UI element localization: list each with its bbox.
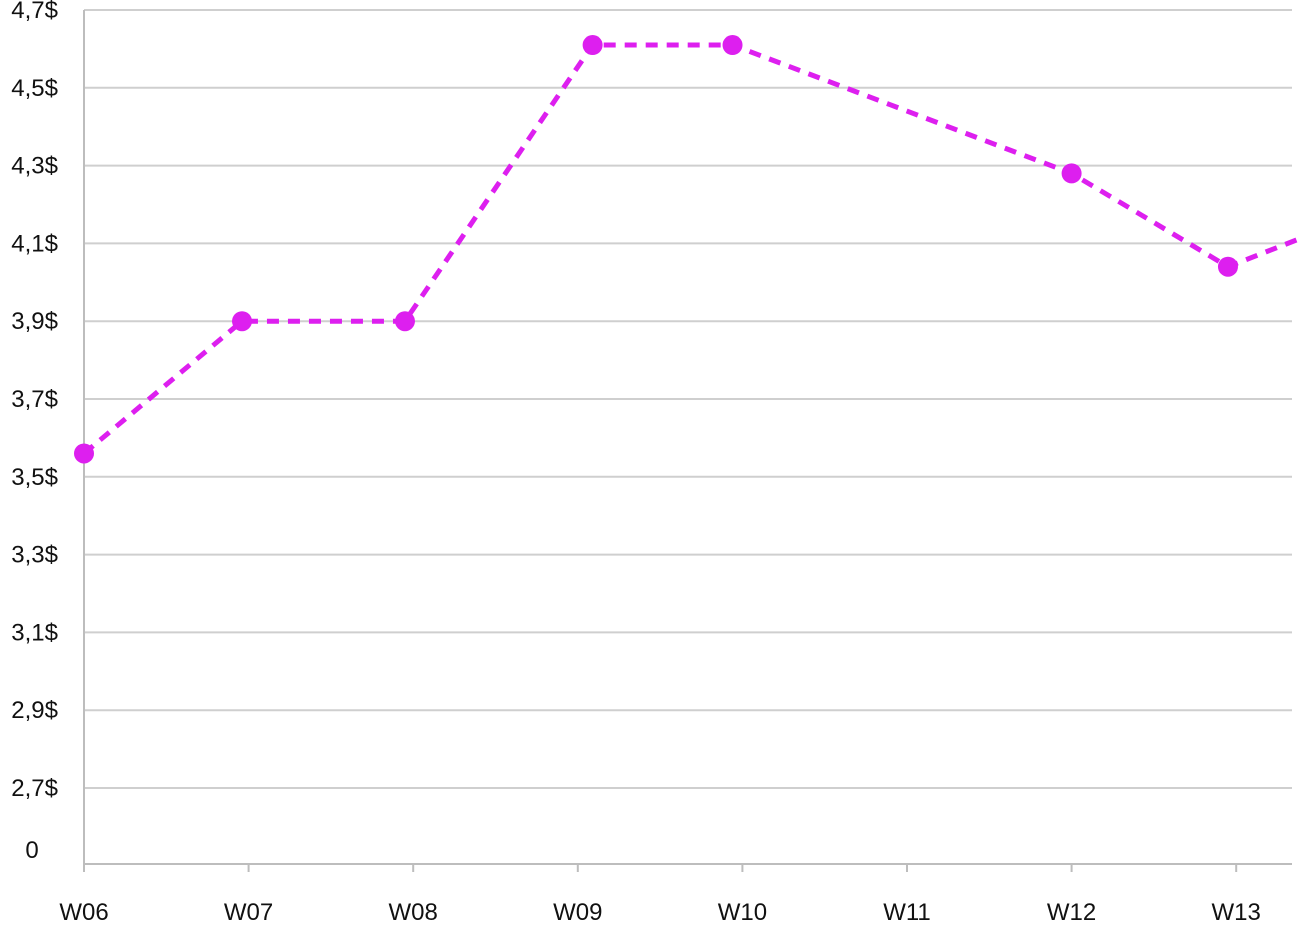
y-tick-label: 4,7$ (11, 0, 58, 24)
x-tick-label: W07 (224, 899, 273, 926)
x-axis-ticks: W06 W07 W08 W09 W10 W11 W12 W13 (59, 864, 1261, 926)
y-axis-ticks: 2,7$ 2,9$ 3,1$ 3,3$ 3,5$ 3,7$ 3,9$ 4,1$ 4,3$ 4,5$… (11, 0, 58, 864)
y-tick-label: 3,5$ (11, 464, 58, 491)
y-tick-label-zero: 0 (25, 837, 38, 864)
y-tick-label: 4,1$ (11, 230, 58, 257)
data-point (1061, 163, 1082, 184)
data-point (582, 35, 603, 56)
series-line (82, 42, 1300, 456)
data-point (722, 35, 743, 56)
y-tick-label: 3,7$ (11, 386, 58, 413)
data-point (394, 311, 415, 332)
data-point (74, 443, 94, 464)
y-tick-label: 3,9$ (11, 308, 58, 335)
data-point (1217, 256, 1238, 277)
y-tick-label: 4,5$ (11, 75, 58, 102)
y-tick-label: 2,9$ (11, 697, 58, 724)
series-group (74, 35, 1300, 464)
x-tick-label: W11 (883, 899, 931, 926)
y-tick-label: 2,7$ (11, 775, 58, 802)
y-tick-label: 3,3$ (11, 542, 58, 569)
y-tick-label: 3,1$ (11, 619, 58, 646)
gridlines (84, 9, 1292, 789)
y-tick-label: 4,3$ (11, 153, 58, 180)
x-tick-label: W13 (1212, 899, 1261, 926)
axes (83, 10, 1292, 865)
x-tick-label: W08 (389, 899, 438, 926)
x-tick-label: W09 (553, 899, 602, 926)
x-tick-label: W06 (59, 899, 108, 926)
x-tick-label: W10 (718, 899, 767, 926)
x-tick-label: W12 (1047, 899, 1096, 926)
data-point (232, 311, 253, 332)
